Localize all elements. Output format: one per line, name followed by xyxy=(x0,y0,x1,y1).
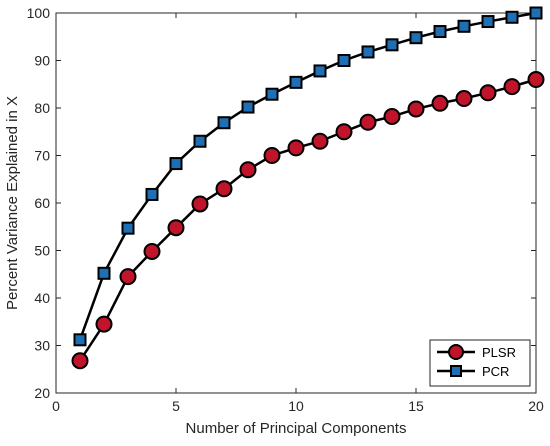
data-point xyxy=(97,266,111,280)
data-point xyxy=(383,108,401,126)
x-axis-label: Number of Principal Components xyxy=(186,420,407,437)
data-point xyxy=(337,54,351,67)
y-tick-label: 90 xyxy=(34,53,50,69)
y-tick-label: 80 xyxy=(34,100,50,116)
data-point xyxy=(73,333,87,347)
data-point xyxy=(121,221,135,235)
x-tick-label: 20 xyxy=(528,398,544,414)
x-tick-label: 15 xyxy=(408,398,424,414)
data-point xyxy=(311,132,329,150)
data-point xyxy=(359,113,377,131)
data-point xyxy=(457,19,471,33)
data-point xyxy=(71,352,89,370)
data-point xyxy=(481,15,495,29)
data-point xyxy=(191,195,209,213)
data-point xyxy=(217,116,231,130)
data-point xyxy=(479,84,497,102)
y-tick-label: 20 xyxy=(34,385,50,401)
y-axis-ticks: 20 30 40 50 60 70 80 90 100 xyxy=(27,5,536,401)
x-tick-label: 5 xyxy=(172,398,180,414)
plot-area xyxy=(55,12,537,394)
data-point xyxy=(143,242,161,260)
data-point xyxy=(263,147,281,164)
legend-label: PLSR xyxy=(482,345,516,360)
legend-label: PCR xyxy=(482,364,509,379)
y-tick-label: 60 xyxy=(34,195,50,211)
data-point xyxy=(335,123,353,141)
data-point xyxy=(409,31,423,45)
data-point xyxy=(265,87,279,101)
x-tick-label: 0 xyxy=(52,398,60,414)
data-point xyxy=(145,187,159,201)
data-point xyxy=(385,38,399,52)
y-tick-label: 100 xyxy=(27,5,51,21)
data-point xyxy=(407,100,425,118)
data-point xyxy=(313,64,327,78)
data-point xyxy=(167,219,185,237)
data-point xyxy=(95,315,113,333)
data-point xyxy=(431,94,449,112)
y-tick-label: 70 xyxy=(34,148,50,164)
data-point xyxy=(287,139,305,157)
legend-marker xyxy=(448,344,464,360)
legend-marker xyxy=(450,365,462,377)
data-point xyxy=(527,71,545,88)
data-point xyxy=(119,268,137,286)
y-tick-label: 30 xyxy=(34,338,50,354)
data-point xyxy=(455,90,473,107)
data-point xyxy=(241,100,255,114)
y-tick-label: 40 xyxy=(34,290,50,306)
data-point xyxy=(503,78,521,96)
data-point xyxy=(361,45,375,59)
data-point xyxy=(505,10,519,24)
data-point xyxy=(433,25,447,39)
legend-box xyxy=(429,339,531,387)
data-point xyxy=(215,180,233,198)
data-point xyxy=(289,75,303,89)
data-point xyxy=(239,161,257,179)
x-tick-label: 10 xyxy=(288,398,304,414)
y-tick-label: 50 xyxy=(34,243,50,259)
data-point xyxy=(193,134,207,148)
data-point xyxy=(529,6,543,20)
legend: PLSR PCR xyxy=(429,339,531,387)
series-layer xyxy=(71,6,545,370)
series-pcr xyxy=(73,6,543,347)
data-point xyxy=(169,157,183,171)
y-axis-label: Percent Variance Explained in X xyxy=(4,96,21,310)
series-plsr xyxy=(71,71,545,370)
